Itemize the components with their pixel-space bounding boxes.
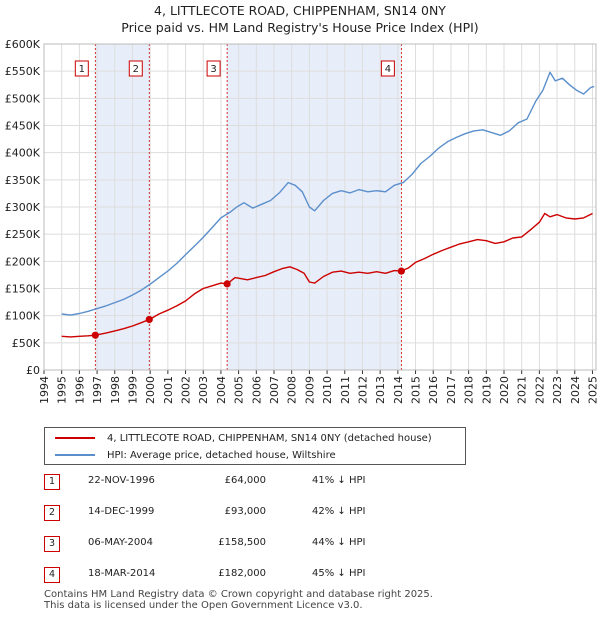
sale-price: £182,000 [218,568,266,579]
chart-title: 4, LITTLECOTE ROAD, CHIPPENHAM, SN14 0NY [154,3,446,18]
sale-number-badge: 2 [44,505,60,521]
sale-number-badge: 4 [44,567,60,583]
y-tick-label: £550K [5,65,41,78]
legend: 4, LITTLECOTE ROAD, CHIPPENHAM, SN14 0NY… [44,427,466,465]
x-tick-label: 2021 [516,376,529,404]
sale-price: £158,500 [218,537,266,548]
sale-label-box [74,60,89,77]
sale-label-box [380,60,395,77]
sale-price: £64,000 [224,475,266,486]
sale-label-box [206,60,221,77]
y-tick-label: £600K [5,38,41,51]
x-tick-label: 1998 [109,376,122,404]
x-tick-label: 2000 [144,376,157,404]
sale-point [91,331,99,339]
legend-item-property: 4, LITTLECOTE ROAD, CHIPPENHAM, SN14 0NY… [45,430,432,446]
sale-point [397,267,405,275]
sale-date: 14-DEC-1999 [88,506,155,517]
x-tick-label: 2008 [286,376,299,404]
x-tick-label: 2018 [463,376,476,404]
footer-licence: This data is licensed under the Open Gov… [44,600,363,611]
sale-label-text: 2 [133,64,139,75]
x-tick-label: 1997 [91,376,104,404]
x-tick-label: 2024 [569,376,582,404]
x-tick-label: 2003 [197,376,210,404]
legend-swatch-hpi [55,454,95,456]
x-tick-label: 1995 [56,376,69,404]
price-chart: 1 2 3 4 1994 1995 1996 1997 1998 1999 2000 2001 200… [5,38,600,404]
x-tick-label: 1996 [73,376,86,404]
y-tick-label: £450K [5,120,41,133]
sale-date: 22-NOV-1996 [88,475,155,486]
sale-number-badge: 3 [44,536,60,552]
sale-label-box [128,60,143,77]
x-tick-label: 2013 [374,376,387,404]
x-tick-label: 2004 [215,376,228,404]
x-tick-label: 2019 [480,376,493,404]
x-tick-label: 2002 [180,376,193,404]
footer: Contains HM Land Registry data © Crown c… [44,589,433,611]
x-tick-label: 2023 [551,376,564,404]
x-tick-label: 2022 [533,376,546,404]
sale-number-badge: 1 [44,474,60,490]
y-tick-label: £0 [26,364,40,377]
table-row: 1 22-NOV-1996 £64,000 41% ↓ HPI [44,470,404,490]
x-tick-label: 2012 [356,376,369,404]
x-tick-label: 2020 [498,376,511,404]
x-tick-label: 2016 [427,376,440,404]
legend-swatch-property [55,437,95,439]
x-tick-label: 1994 [38,376,51,404]
x-tick-label: 2001 [162,376,175,404]
legend-label-hpi: HPI: Average price, detached house, Wilt… [107,449,336,461]
x-tick-label: 2015 [410,376,423,404]
legend-item-hpi: HPI: Average price, detached house, Wilt… [45,447,336,463]
sale-date: 18-MAR-2014 [88,568,156,579]
footer-copyright: Contains HM Land Registry data © Crown c… [44,589,433,600]
y-tick-label: £400K [5,147,41,160]
y-tick-label: £50K [12,337,41,350]
sale-hpi-diff: 42% ↓ HPI [312,506,366,517]
sale-date: 06-MAY-2004 [88,537,154,548]
x-tick-label: 2005 [233,376,246,404]
table-row: 3 06-MAY-2004 £158,500 44% ↓ HPI [44,532,404,552]
sale-label-text: 3 [210,64,216,75]
sale-point [223,280,231,288]
table-row: 4 18-MAR-2014 £182,000 45% ↓ HPI [44,563,404,583]
sale-price: £93,000 [224,506,266,517]
y-tick-label: £250K [5,228,41,241]
x-tick-label: 2014 [392,376,405,404]
sale-hpi-diff: 44% ↓ HPI [312,537,366,548]
x-tick-label: 2006 [250,376,263,404]
sale-hpi-diff: 41% ↓ HPI [312,475,366,486]
property-price-line [61,212,593,338]
y-tick-label: £100K [5,310,41,323]
y-tick-label: £500K [5,92,41,105]
y-tick-label: £350K [5,174,41,187]
sale-point [145,315,153,324]
sale-marker-labels: 1 2 3 4 [74,60,395,77]
sale-hpi-diff: 45% ↓ HPI [312,568,366,579]
plot-frame [43,43,597,371]
y-tick-label: £300K [5,201,41,214]
x-tick-label: 2010 [321,376,334,404]
x-tick-label: 2007 [268,376,281,404]
x-tick-label: 2025 [586,376,599,404]
series-lines [61,71,595,338]
x-tick-label: 2009 [303,376,316,404]
x-tick-label: 2011 [339,376,352,404]
table-row: 2 14-DEC-1999 £93,000 42% ↓ HPI [44,501,404,521]
sale-label-text: 1 [79,64,85,75]
legend-label-property: 4, LITTLECOTE ROAD, CHIPPENHAM, SN14 0NY… [107,432,432,444]
y-tick-label: £200K [5,255,41,268]
x-tick-label: 1999 [126,376,139,404]
axes: 1994 1995 1996 1997 1998 1999 2000 2001 2002 2003… [5,38,600,404]
sale-markers [91,267,405,339]
x-tick-label: 2017 [445,376,458,404]
grid [43,43,596,371]
y-tick-label: £150K [5,283,41,296]
sale-label-text: 4 [385,64,391,75]
chart-subtitle: Price paid vs. HM Land Registry's House … [121,20,479,35]
hpi-line [61,71,595,316]
